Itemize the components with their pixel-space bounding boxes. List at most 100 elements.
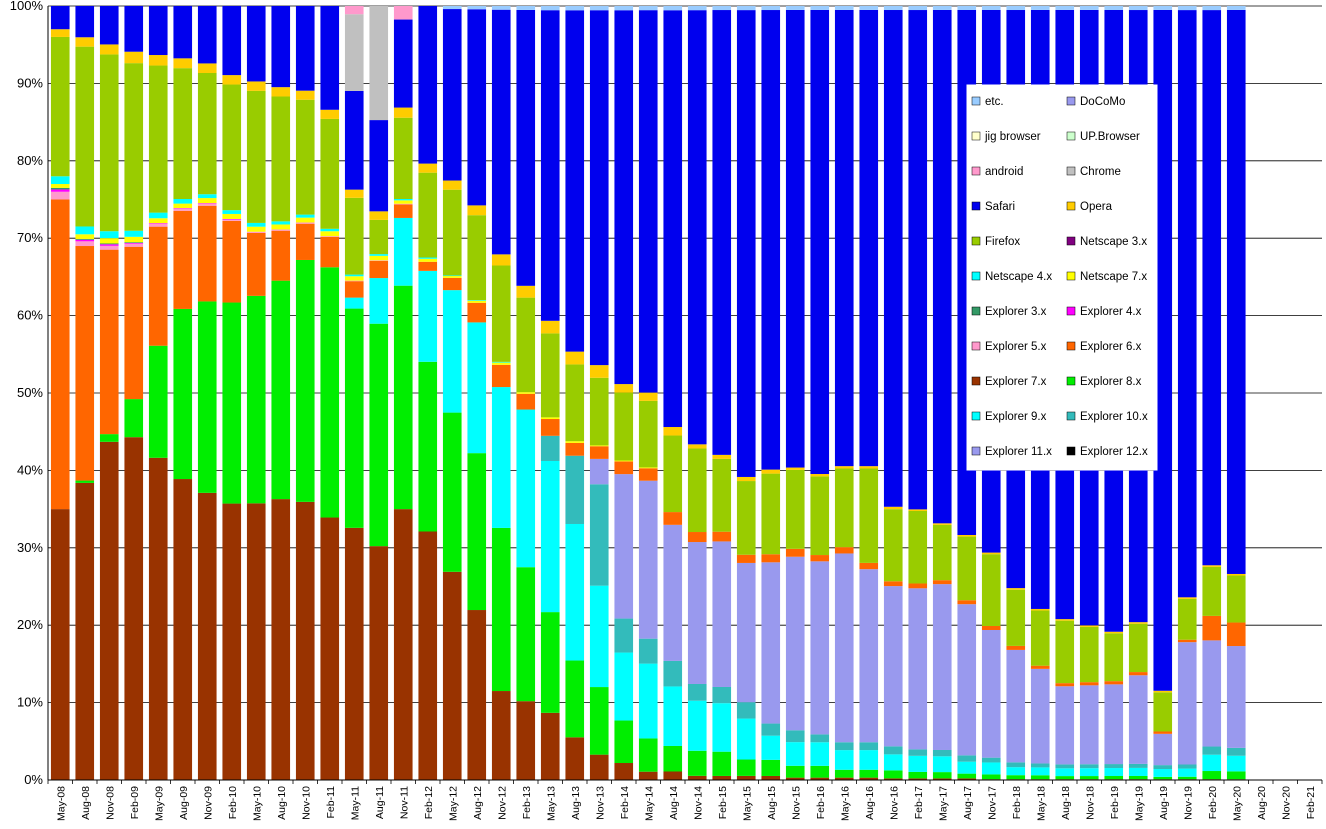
- bar-segment-explorer-7-x-2: [99, 441, 119, 780]
- bar-segment-explorer-3-x-1: [75, 238, 95, 240]
- bar-segment-etc--45: [1153, 6, 1173, 10]
- bar-segment-safari-47: [1202, 10, 1222, 566]
- bar-segment-explorer-9-x-46: [1177, 768, 1197, 777]
- bar-segment-opera-22: [589, 365, 609, 378]
- bar-segment-netscape-7-x-19: [516, 392, 536, 394]
- bar-segment-opera-17: [467, 205, 487, 216]
- bar-segment-explorer-9-x-47: [1202, 754, 1222, 772]
- bar-segment-explorer-11-x-32: [834, 553, 854, 743]
- bar-segment-etc--36: [932, 6, 952, 10]
- bar-segment-safari-4: [148, 6, 168, 56]
- bar-segment-explorer-9-x-36: [932, 756, 952, 773]
- bar-segment-explorer-8-x-7: [222, 302, 242, 504]
- bar-segment-chrome-12: [344, 14, 364, 91]
- bar-segment-explorer-10-x-31: [810, 734, 830, 743]
- bar-segment-explorer-8-x-26: [687, 750, 707, 776]
- bar-segment-firefox-26: [687, 448, 707, 533]
- bar-segment-explorer-8-x-24: [638, 738, 658, 772]
- x-tick-label-32: May-16: [839, 786, 851, 821]
- bar-segment-explorer-7-x-5: [173, 479, 193, 780]
- bar-segment-safari-16: [442, 9, 462, 181]
- bar-segment-firefox-13: [369, 219, 389, 255]
- bar-segment-explorer-7-x-33: [859, 777, 879, 780]
- bar-segment-netscape-7-x-1: [75, 234, 95, 239]
- bar-segment-opera-32: [834, 466, 854, 469]
- bar-segment-explorer-10-x-30: [785, 730, 805, 743]
- legend-label-explorer-10-x: Explorer 10.x: [1080, 411, 1148, 423]
- bar-segment-firefox-14: [393, 117, 413, 199]
- legend-swatch-explorer-4-x: [1066, 306, 1076, 316]
- bar-segment-explorer-6-x-36: [932, 580, 952, 585]
- legend-label-chrome: Chrome: [1080, 166, 1121, 178]
- bar-segment-explorer-9-x-19: [516, 409, 536, 568]
- y-tick-label-10: 10%: [17, 695, 43, 710]
- bar-segment-explorer-11-x-34: [883, 586, 903, 747]
- bar-segment-explorer-6-x-10: [295, 223, 315, 260]
- bar-segment-safari-1: [75, 6, 95, 38]
- bar-segment-explorer-10-x-48: [1226, 747, 1246, 756]
- bar-segment-explorer-9-x-23: [614, 652, 634, 721]
- bar-segment-explorer-6-x-43: [1104, 681, 1124, 685]
- bar-segment-netscape-4-x-17: [467, 300, 487, 301]
- bar-segment-explorer-5-x-3: [124, 243, 144, 247]
- x-tick-label-13: Aug-11: [374, 786, 386, 819]
- bar-segment-netscape-7-x-15: [418, 258, 438, 262]
- bar-segment-explorer-9-x-42: [1079, 768, 1099, 777]
- bar-segment-firefox-8: [246, 90, 266, 223]
- bar-segment-netscape-7-x-14: [393, 200, 413, 204]
- bar-segment-explorer-9-x-15: [418, 270, 438, 362]
- bar-segment-explorer-11-x-22: [589, 458, 609, 485]
- bar-segment-etc--23: [614, 6, 634, 11]
- bar-segment-explorer-9-x-45: [1153, 769, 1173, 777]
- legend-swatch-explorer-9-x: [971, 411, 981, 421]
- bar-segment-opera-46: [1177, 597, 1197, 599]
- bar-segment-explorer-11-x-25: [663, 524, 683, 661]
- x-tick-label-8: May-10: [251, 786, 263, 821]
- legend-swatch-explorer-6-x: [1066, 341, 1076, 351]
- bar-segment-etc--42: [1079, 6, 1099, 10]
- bar-segment-explorer-9-x-31: [810, 742, 830, 766]
- bar-segment-etc--33: [859, 6, 879, 10]
- bar-segment-netscape-4-x-4: [148, 212, 168, 219]
- bar-segment-explorer-8-x-18: [491, 527, 511, 692]
- bar-segment-explorer-9-x-21: [565, 523, 585, 661]
- bar-segment-explorer-9-x-33: [859, 750, 879, 770]
- bar-segment-firefox-22: [589, 377, 609, 446]
- legend-box: [966, 84, 1158, 471]
- bar-segment-safari-33: [859, 9, 879, 467]
- bar-segment-firefox-6: [197, 73, 217, 195]
- bar-segment-explorer-8-x-5: [173, 308, 193, 480]
- bar-segment-safari-24: [638, 10, 658, 393]
- bar-segment-opera-27: [712, 454, 732, 459]
- bar-segment-explorer-6-x-29: [761, 554, 781, 563]
- bar-segment-netscape-4-x-12: [344, 274, 364, 277]
- bar-segment-explorer-11-x-47: [1202, 640, 1222, 747]
- x-tick-label-30: Nov-15: [790, 786, 802, 820]
- bar-segment-explorer-7-x-26: [687, 775, 707, 780]
- bar-segment-explorer-8-x-23: [614, 720, 634, 764]
- legend-label-etc-: etc.: [985, 96, 1004, 108]
- bar-segment-explorer-7-x-0: [50, 509, 70, 780]
- bar-segment-etc--34: [883, 6, 903, 11]
- bar-segment-etc--40: [1030, 6, 1050, 10]
- bar-segment-explorer-5-x-14: [393, 203, 413, 205]
- bar-segment-explorer-5-x-11: [320, 236, 340, 237]
- bar-segment-explorer-8-x-14: [393, 285, 413, 510]
- bar-segment-explorer-6-x-9: [271, 230, 291, 281]
- bar-segment-netscape-4-x-10: [295, 214, 315, 218]
- bar-segment-etc--46: [1177, 6, 1197, 11]
- bar-segment-netscape-4-x-7: [222, 210, 242, 214]
- bar-segment-netscape-7-x-18: [491, 362, 511, 365]
- bar-segment-etc--37: [957, 6, 977, 10]
- bar-segment-explorer-11-x-41: [1055, 686, 1075, 765]
- bar-segment-opera-23: [614, 384, 634, 393]
- bar-segment-explorer-6-x-0: [50, 199, 70, 510]
- bar-segment-etc--17: [467, 6, 487, 10]
- bar-segment-firefox-28: [736, 481, 756, 555]
- bar-segment-explorer-6-x-14: [393, 204, 413, 218]
- bar-segment-explorer-5-x-2: [99, 245, 119, 250]
- bar-segment-explorer-8-x-35: [908, 771, 928, 779]
- bar-segment-explorer-6-x-4: [148, 226, 168, 346]
- bar-segment-explorer-10-x-21: [565, 455, 585, 524]
